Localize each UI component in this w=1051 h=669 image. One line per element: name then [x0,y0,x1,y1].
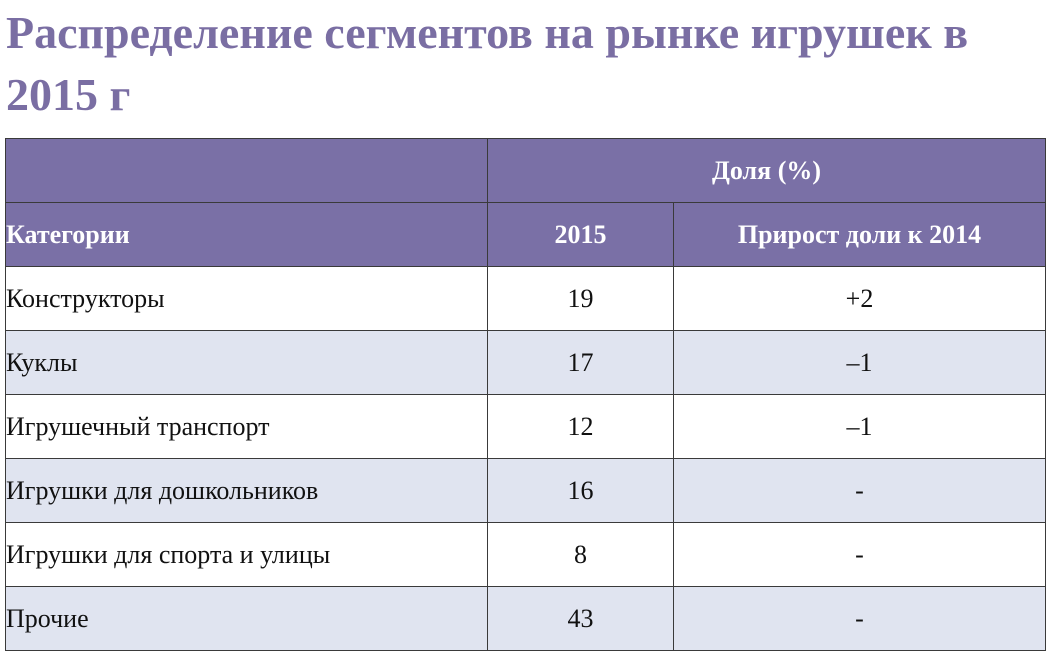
header-empty-cell [5,138,488,203]
table-row: Игрушки для спорта и улицы 8 - [5,522,1047,587]
cell-growth: –1 [672,394,1047,459]
cell-share-2015: 17 [487,330,674,395]
cell-share-2015: 16 [487,458,674,523]
cell-category: Игрушки для дошкольников [5,458,488,523]
cell-share-2015: 8 [487,522,674,587]
cell-growth: +2 [672,266,1047,331]
table-row: Игрушки для дошкольников 16 - [5,458,1047,523]
cell-growth: –1 [672,330,1047,395]
table-header-row: Категории 2015 Прирост доли к 2014 [5,202,1047,267]
cell-share-2015: 12 [487,394,674,459]
table-row: Конструкторы 19 +2 [5,266,1047,331]
table-row: Куклы 17 –1 [5,330,1047,395]
page-title: Распределение сегментов на рынке игрушек… [6,7,969,120]
market-share-table: Доля (%) Категории 2015 Прирост доли к 2… [5,138,1047,651]
column-header-2015: 2015 [487,202,674,267]
cell-category: Конструкторы [5,266,488,331]
share-group-header: Доля (%) [486,138,1047,203]
cell-share-2015: 19 [487,266,674,331]
table-row: Прочие 43 - [5,586,1047,651]
cell-category: Игрушечный транспорт [5,394,488,459]
table-row: Игрушечный транспорт 12 –1 [5,394,1047,459]
cell-growth: - [672,522,1047,587]
column-header-category: Категории [5,202,488,267]
cell-share-2015: 43 [487,586,674,651]
table-group-header-row: Доля (%) [5,138,1047,203]
cell-growth: - [672,458,1047,523]
cell-category: Куклы [5,330,488,395]
column-header-growth: Прирост доли к 2014 [672,202,1047,267]
cell-category: Игрушки для спорта и улицы [5,522,488,587]
cell-growth: - [672,586,1047,651]
cell-category: Прочие [5,586,488,651]
